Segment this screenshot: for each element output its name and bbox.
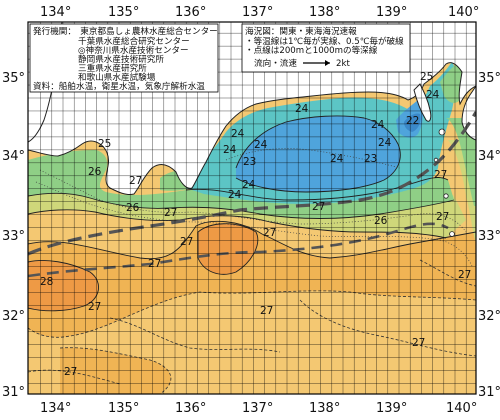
isotherm-label: 27: [148, 258, 161, 270]
publisher-line: 静岡県水産技術研究所: [78, 53, 164, 65]
isotherm-label: 24: [330, 153, 344, 165]
isotherm-label: 23: [364, 153, 377, 165]
lon-labels-top: 134° 135° 136° 137° 138° 139° 140°: [40, 5, 479, 20]
lat-left-31: 31°: [2, 385, 25, 400]
sea-core-23: [236, 115, 401, 192]
sea-core-22: [404, 113, 421, 132]
lon-bottom-135: 135°: [108, 401, 139, 416]
lon-top-139: 139°: [376, 5, 407, 20]
island-miyake: [443, 193, 449, 199]
lon-bottom-134: 134°: [40, 401, 71, 416]
isotherm-labels: 24 25 24 24 24 24 23 24 24 24 24 23 22 2…: [40, 71, 471, 378]
lat-left-35: 35°: [2, 71, 25, 86]
isotherm-label: 28: [40, 276, 53, 288]
isotherm-label: 24: [254, 139, 268, 151]
isotherm-label: 23: [243, 156, 256, 168]
lat-left-34: 34°: [2, 149, 25, 164]
isotherm-label: 27: [88, 301, 101, 313]
isotherm-label: 27: [312, 201, 325, 213]
isotherm-label: 27: [64, 366, 77, 378]
legend-info-box: 海況図：関東・東海海況速報 ・等温線は1℃毎が実線、0.5℃毎が破線 ・点線は2…: [241, 23, 411, 73]
lat-right-35: 35°: [478, 71, 500, 86]
isotherm-label: 27: [436, 211, 449, 223]
lon-top-134: 134°: [40, 5, 71, 20]
publisher-info-box: 発行機関： 東京都島しょ農林水産総合センター 千葉県水産総合研究センター ◎神奈…: [29, 23, 219, 93]
lat-labels-right: 35° 34° 33° 32° 31°: [478, 71, 500, 400]
lat-right-31: 31°: [478, 385, 500, 400]
isotherm-label: 22: [406, 115, 419, 127]
lon-bottom-137: 137°: [242, 401, 273, 416]
isotherm-lines: [28, 115, 476, 312]
lat-labels-left: 35° 34° 33° 32° 31°: [2, 71, 25, 400]
isotherm-label: 24: [231, 128, 245, 140]
publisher-line: 千葉県水産総合研究センター: [78, 35, 190, 47]
isotherm-label: 27: [129, 175, 142, 187]
isotherm-label: 26: [126, 202, 140, 214]
publisher-line: 三重県水産研究所: [78, 62, 147, 74]
isotherm-label: 27: [434, 169, 447, 181]
isotherm-label: 24: [371, 119, 385, 131]
isotherm-note: ・等温線は1℃毎が実線、0.5℃毎が破線: [245, 35, 404, 47]
isotherm-label: 24: [295, 103, 309, 115]
lon-bottom-139: 139°: [376, 401, 407, 416]
isotherm-label: 24: [242, 179, 256, 191]
depth-contours: [35, 148, 473, 267]
isotherm-label: 26: [88, 166, 102, 178]
lon-top-136: 136°: [175, 5, 206, 20]
lat-right-34: 34°: [478, 149, 500, 164]
current-speed-label: 2kt: [336, 59, 350, 69]
publisher-line: ◎神奈川県水産技術センター: [78, 44, 189, 56]
lat-left-33: 33°: [2, 229, 25, 244]
lon-bottom-140: 140°: [446, 401, 477, 416]
lat-right-33: 33°: [478, 229, 500, 244]
lon-top-138: 138°: [309, 5, 340, 20]
isotherm-label: 27: [260, 305, 273, 317]
lon-bottom-138: 138°: [309, 401, 340, 416]
isotherm-label: 24: [426, 89, 440, 101]
sea-core-28-west: [28, 260, 99, 311]
isotherm-label: 27: [180, 236, 193, 248]
kuroshio-axis: [28, 111, 476, 256]
isotherm-label: 25: [420, 71, 433, 83]
lon-top-135: 135°: [108, 5, 139, 20]
isotherm-label: 24: [378, 137, 392, 149]
lon-bottom-136: 136°: [175, 401, 206, 416]
isotherm-label: 26: [374, 215, 388, 227]
depth-note: ・点線は200mと1000mの等深線: [245, 44, 378, 56]
isotherm-label: 24: [228, 189, 242, 201]
sea-warm-28-zone: [28, 221, 476, 338]
isotherm-label: 25: [98, 138, 111, 150]
lon-labels-bottom: 134° 135° 136° 137° 138° 139° 140°: [40, 401, 477, 416]
sea-core-28-center: [198, 223, 258, 275]
island-hachijo: [449, 231, 455, 237]
kuroshio-branch: [28, 222, 449, 278]
land-izu: [413, 83, 432, 122]
sea-east-25: [446, 118, 476, 206]
lon-top-140: 140°: [448, 5, 479, 20]
isotherm-label: 27: [263, 227, 276, 239]
publisher-line: 和歌山県水産試験場: [78, 71, 156, 83]
island-oshima: [438, 128, 446, 136]
isotherm-label: 27: [164, 207, 177, 219]
isotherm-label: 24: [223, 144, 237, 156]
isotherm-label: 27: [412, 337, 425, 349]
lat-right-32: 32°: [478, 309, 500, 324]
lon-top-137: 137°: [242, 5, 273, 20]
publisher-line: 発行機関： 東京都島しょ農林水産総合センター: [33, 25, 218, 37]
sea-warm-27-5-south: [60, 347, 171, 394]
lat-left-32: 32°: [2, 309, 25, 324]
sea-sagami-25: [440, 62, 465, 103]
isotherm-label: 27: [458, 269, 471, 281]
map-border: [27, 21, 477, 395]
data-source-line: 資料：船舶水温，衛星水温，気象庁解析水温: [33, 80, 205, 92]
chart-type-line: 海況図：関東・東海海況速報: [245, 25, 357, 37]
current-arrow-head: [325, 60, 330, 66]
current-legend-label: 流向・流速: [254, 57, 297, 69]
